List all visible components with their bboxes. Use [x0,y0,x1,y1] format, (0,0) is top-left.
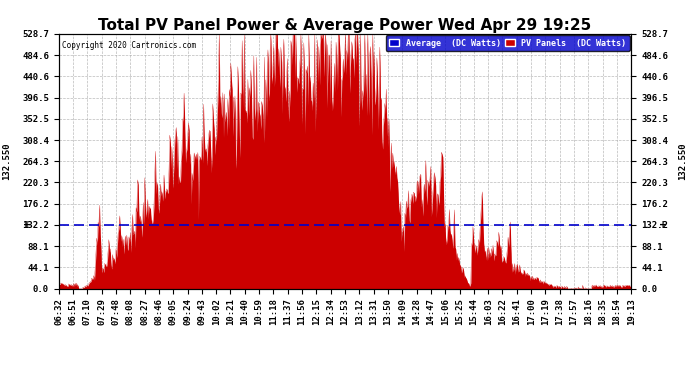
Text: +: + [23,220,31,230]
Text: 132.550: 132.550 [678,142,687,180]
Legend: Average  (DC Watts), PV Panels  (DC Watts): Average (DC Watts), PV Panels (DC Watts) [386,35,630,51]
Title: Total PV Panel Power & Average Power Wed Apr 29 19:25: Total PV Panel Power & Average Power Wed… [99,18,591,33]
Text: Copyright 2020 Cartronics.com: Copyright 2020 Cartronics.com [61,41,196,50]
Text: +: + [659,220,667,230]
Text: 132.550: 132.550 [3,142,12,180]
